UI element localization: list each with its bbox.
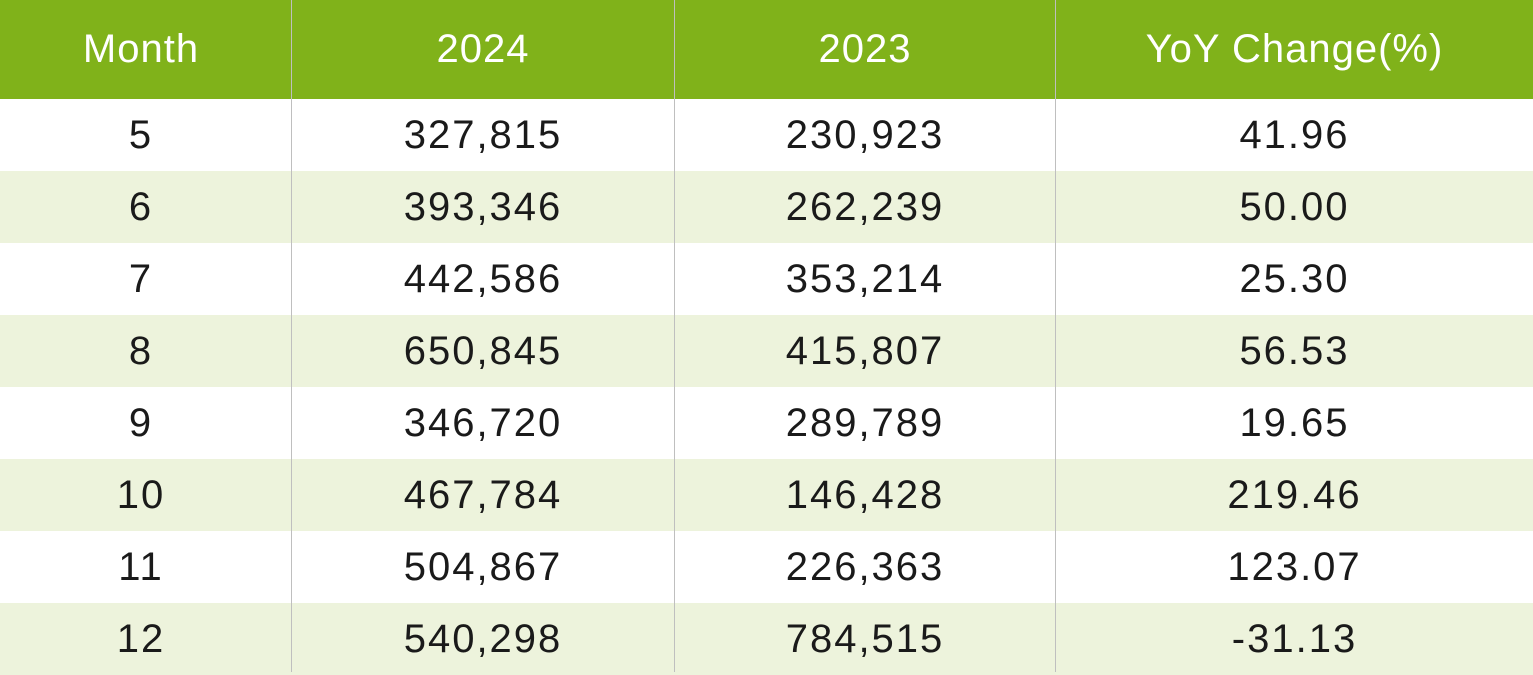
table-row: 9 346,720 289,789 19.65 (0, 387, 1533, 459)
column-divider (674, 0, 675, 672)
cell-2023: 262,239 (785, 185, 945, 229)
table-row: 10 467,784 146,428 219.46 (0, 459, 1533, 531)
cell-2024: 504,867 (403, 545, 563, 589)
cell-2024: 442,586 (403, 257, 563, 301)
cell-month: 8 (128, 329, 154, 373)
header-month: Month (82, 27, 200, 71)
header-2024: 2024 (436, 27, 530, 71)
cell-month: 11 (118, 545, 164, 589)
table-row: 5 327,815 230,923 41.96 (0, 99, 1533, 171)
cell-yoy-change: 19.65 (1239, 401, 1350, 445)
cell-yoy-change: 41.96 (1239, 113, 1350, 157)
table-row: 6 393,346 262,239 50.00 (0, 171, 1533, 243)
cell-2023: 230,923 (785, 113, 945, 157)
cell-yoy-change: 219.46 (1227, 473, 1362, 517)
cell-month: 7 (128, 257, 154, 301)
cell-2023: 784,515 (785, 617, 945, 661)
cell-yoy-change: -31.13 (1231, 617, 1358, 661)
table-header: Month 2024 2023 YoY Change(%) (0, 0, 1533, 99)
cell-month: 9 (128, 401, 154, 445)
cell-2024: 327,815 (403, 113, 563, 157)
cell-2023: 353,214 (785, 257, 945, 301)
cell-yoy-change: 50.00 (1239, 185, 1350, 229)
cell-2023: 415,807 (785, 329, 945, 373)
cell-2023: 146,428 (785, 473, 945, 517)
cell-2023: 226,363 (785, 545, 945, 589)
cell-2024: 650,845 (403, 329, 563, 373)
header-yoy-change: YoY Change(%) (1145, 27, 1444, 71)
table-row: 12 540,298 784,515 -31.13 (0, 603, 1533, 675)
table-row: 8 650,845 415,807 56.53 (0, 315, 1533, 387)
cell-month: 5 (128, 113, 154, 157)
cell-2024: 467,784 (403, 473, 563, 517)
cell-2024: 540,298 (403, 617, 563, 661)
cell-2023: 289,789 (785, 401, 945, 445)
cell-month: 12 (116, 617, 166, 661)
cell-month: 10 (116, 473, 166, 517)
cell-yoy-change: 56.53 (1239, 329, 1350, 373)
column-divider (1055, 0, 1056, 672)
table-row: 7 442,586 353,214 25.30 (0, 243, 1533, 315)
cell-2024: 393,346 (403, 185, 563, 229)
table-row: 11 504,867 226,363 123.07 (0, 531, 1533, 603)
cell-yoy-change: 123.07 (1227, 545, 1362, 589)
column-divider (291, 0, 292, 672)
header-2023: 2023 (818, 27, 912, 71)
cell-yoy-change: 25.30 (1239, 257, 1350, 301)
cell-2024: 346,720 (403, 401, 563, 445)
cell-month: 6 (128, 185, 154, 229)
